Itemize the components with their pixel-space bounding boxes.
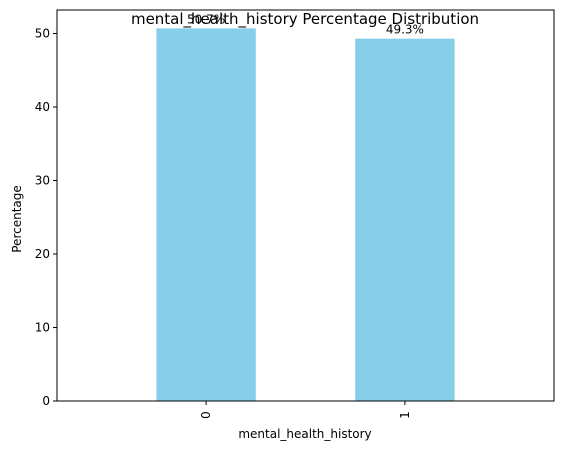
y-tick-label-50: 50 [35, 27, 50, 41]
data-label-1: 49.3% [386, 23, 424, 37]
y-tick-label-30: 30 [35, 174, 50, 188]
plot-frame [56, 9, 555, 402]
data-labels-group: 50.7% 49.3% [187, 12, 424, 36]
y-tick-label-10: 10 [35, 321, 50, 335]
y-tick-label-0: 0 [42, 394, 50, 408]
x-axis-label: mental_health_history [238, 427, 371, 441]
x-tick-label-0: 0 [199, 411, 213, 419]
y-axis: 0 10 20 30 40 50 [35, 27, 57, 408]
y-tick-label-20: 20 [35, 247, 50, 261]
data-label-0: 50.7% [187, 12, 225, 26]
y-axis-label: Percentage [10, 185, 24, 253]
bar-0 [156, 28, 256, 402]
bars-group [156, 28, 455, 402]
bar-1 [355, 38, 455, 401]
x-tick-label-1: 1 [398, 411, 412, 419]
y-tick-label-40: 40 [35, 100, 50, 114]
chart-title: mental_health_history Percentage Distrib… [131, 10, 479, 29]
